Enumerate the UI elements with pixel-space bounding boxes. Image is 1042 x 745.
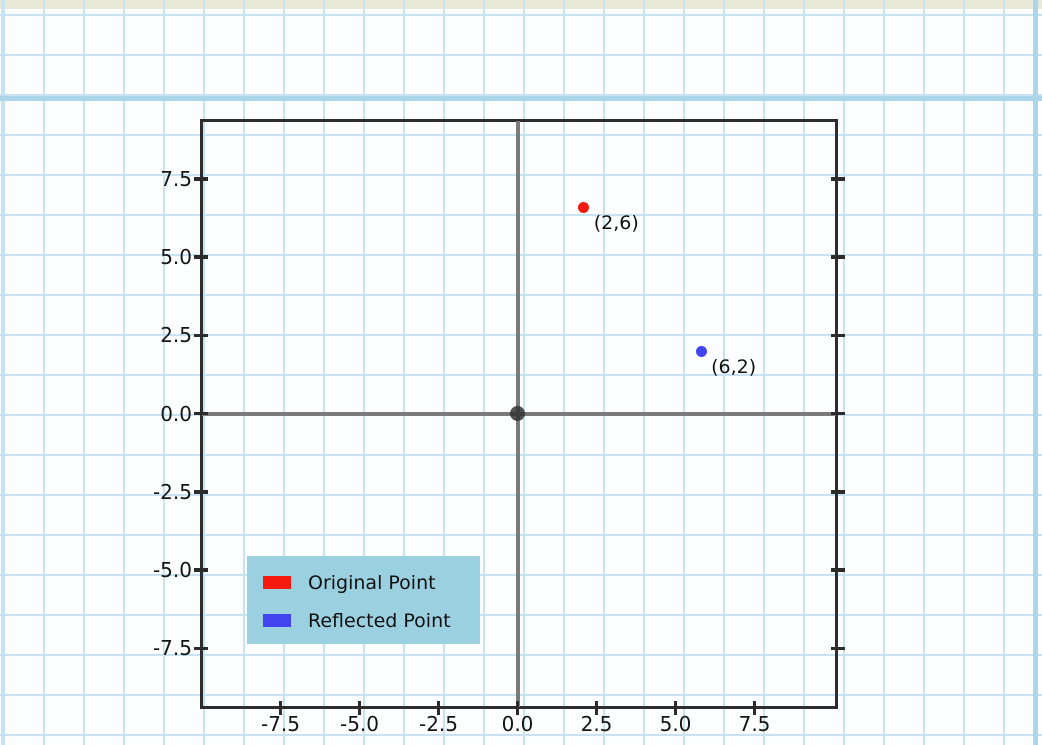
legend-item-original: Original Point bbox=[263, 569, 480, 596]
y-tick-left bbox=[193, 490, 208, 494]
y-tick-right bbox=[830, 490, 845, 494]
x-tick-label: -5.0 bbox=[339, 712, 380, 736]
x-tick-bottom bbox=[436, 701, 441, 715]
x-tick-label: 0.0 bbox=[501, 712, 534, 736]
y-tick-label: -7.5 bbox=[152, 636, 192, 661]
y-tick-label: -2.5 bbox=[152, 479, 192, 504]
legend-item-reflected: Reflected Point bbox=[263, 607, 480, 634]
x-tick-bottom bbox=[278, 701, 283, 715]
y-tick-left bbox=[193, 255, 208, 259]
y-tick-right bbox=[830, 333, 845, 337]
point-label: (6,2) bbox=[711, 355, 757, 378]
legend-label-reflected-point: Reflected Point bbox=[308, 609, 451, 632]
y-tick-left bbox=[193, 333, 208, 337]
y-tick-right bbox=[830, 646, 845, 650]
x-tick-bottom bbox=[673, 701, 678, 715]
y-tick-label: 7.5 bbox=[160, 166, 192, 191]
x-tick-bottom bbox=[752, 701, 757, 715]
point-label: (2,6) bbox=[593, 211, 639, 234]
legend-swatch-reflected-point bbox=[263, 614, 291, 627]
top-strip bbox=[0, 0, 1042, 9]
data-point-original-point bbox=[578, 202, 590, 214]
legend-label-original-point: Original Point bbox=[308, 571, 436, 594]
y-tick-label: 0.0 bbox=[160, 401, 192, 426]
y-tick-right bbox=[830, 255, 845, 259]
y-tick-left bbox=[193, 646, 208, 650]
grid-accent-vertical-line bbox=[1033, 0, 1038, 745]
y-tick-label: 5.0 bbox=[160, 245, 192, 269]
x-tick-label: -2.5 bbox=[418, 712, 459, 736]
legend-swatch-original-point bbox=[263, 576, 291, 589]
x-tick-label: 2.5 bbox=[580, 712, 613, 736]
data-point-reflected-point bbox=[695, 346, 707, 358]
x-tick-label: 5.0 bbox=[659, 712, 692, 736]
y-tick-left bbox=[193, 411, 208, 416]
x-tick-label: 7.5 bbox=[738, 712, 771, 736]
y-tick-right bbox=[830, 177, 845, 181]
legend: Original Point Reflected Point bbox=[247, 556, 480, 644]
y-tick-left bbox=[193, 568, 208, 572]
y-tick-right bbox=[830, 411, 845, 416]
y-tick-label: 2.5 bbox=[160, 323, 192, 348]
grid-accent-horizontal-line bbox=[0, 96, 1042, 101]
y-tick-label: -5.0 bbox=[152, 558, 192, 582]
y-tick-left bbox=[193, 177, 208, 181]
origin-point-marker bbox=[510, 406, 525, 421]
x-tick-bottom bbox=[515, 701, 520, 715]
y-tick-right bbox=[830, 568, 845, 572]
x-tick-bottom bbox=[357, 701, 362, 715]
x-tick-label: -7.5 bbox=[260, 712, 301, 736]
x-tick-bottom bbox=[594, 701, 599, 715]
